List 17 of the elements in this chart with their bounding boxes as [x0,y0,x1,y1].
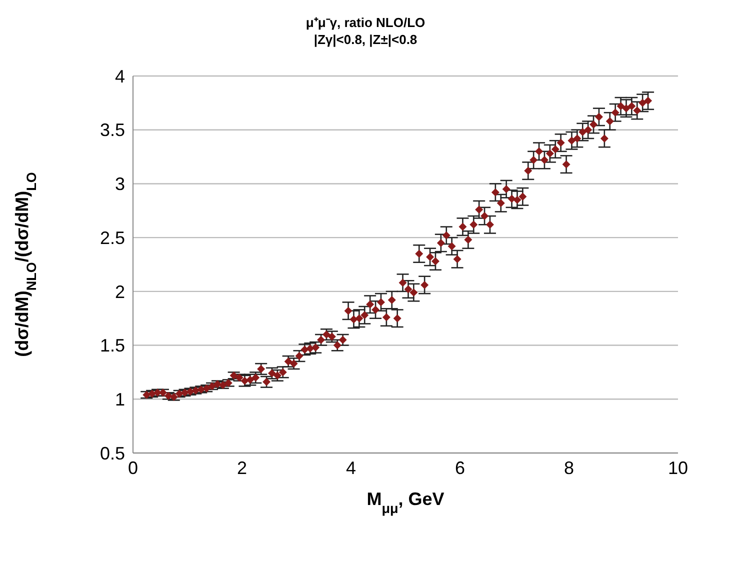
x-tick-label: 10 [668,458,688,478]
x-tick-label: 6 [454,458,466,478]
x-tick-label: 2 [236,458,248,478]
chart-subtitle: |Zγ|<0.8, |Z±|<0.8 [312,31,418,48]
y-tick-label: 2.5 [100,228,125,248]
y-tick-label: 2 [114,282,125,302]
x-tick-label: 0 [128,458,138,478]
chart-title: μ⁺μ⁻γ, ratio NLO/LO [304,14,426,31]
x-tick-label: 4 [346,458,356,478]
y-tick-label: 3.5 [100,120,125,140]
y-tick-label: 0.5 [100,443,125,464]
x-axis-title: M$_{μμ}$, GeV [366,489,444,516]
y-tick-label: 1.5 [100,336,125,356]
x-tick-label: 8 [564,458,574,478]
y-tick-label: 4 [114,66,125,86]
y-tick-label: 3 [114,174,125,194]
y-tick-label: 1 [114,390,125,410]
